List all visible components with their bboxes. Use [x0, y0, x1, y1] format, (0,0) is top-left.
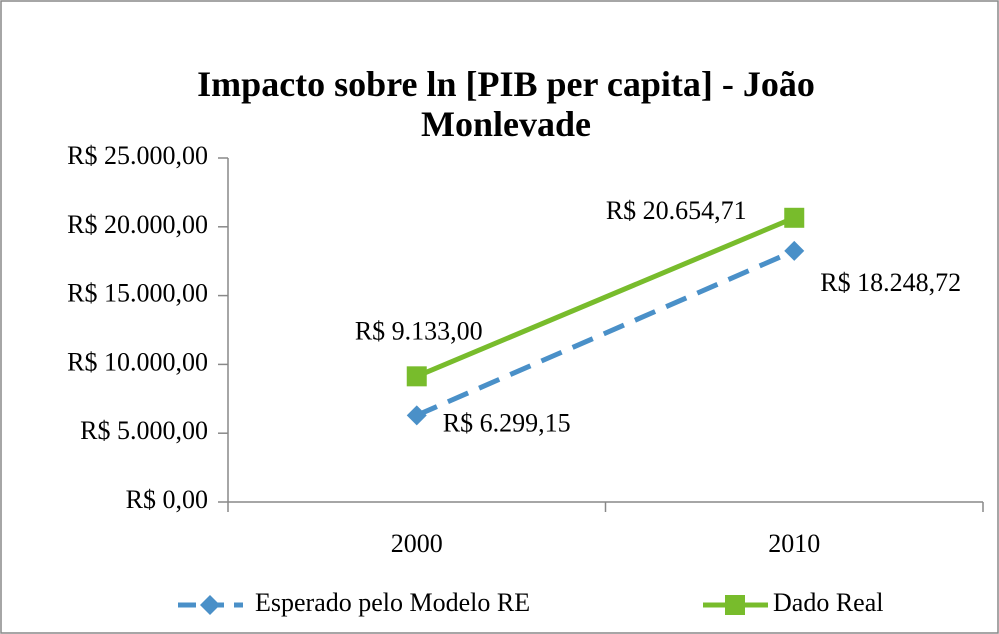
legend-marker — [200, 595, 220, 615]
y-tick-label: R$ 20.000,00 — [67, 210, 208, 239]
point-marker — [784, 240, 805, 261]
series-line — [415, 215, 796, 379]
y-tick-label: R$ 25.000,00 — [67, 141, 208, 170]
point-marker — [406, 366, 427, 387]
y-tick-label: R$ 10.000,00 — [67, 347, 208, 376]
series-line — [415, 248, 796, 418]
chart-title: Impacto sobre ln [PIB per capita] - João… — [197, 64, 815, 144]
data-label: R$ 18.248,72 — [820, 268, 961, 297]
y-tick-label: R$ 5.000,00 — [80, 416, 208, 445]
point-marker — [784, 207, 805, 228]
data-label: R$ 9.133,00 — [355, 316, 483, 345]
x-tick-label: 2010 — [768, 529, 820, 558]
data-label: R$ 6.299,15 — [443, 408, 571, 437]
legend-label: Esperado pelo Modelo RE — [255, 588, 530, 617]
legend-label: Dado Real — [773, 588, 883, 617]
legend-marker — [725, 595, 745, 615]
y-tick-label: R$ 15.000,00 — [67, 279, 208, 308]
y-tick-label: R$ 0,00 — [126, 485, 208, 514]
data-label: R$ 20.654,71 — [606, 196, 747, 225]
x-tick-label: 2000 — [391, 529, 443, 558]
point-marker — [406, 405, 427, 426]
